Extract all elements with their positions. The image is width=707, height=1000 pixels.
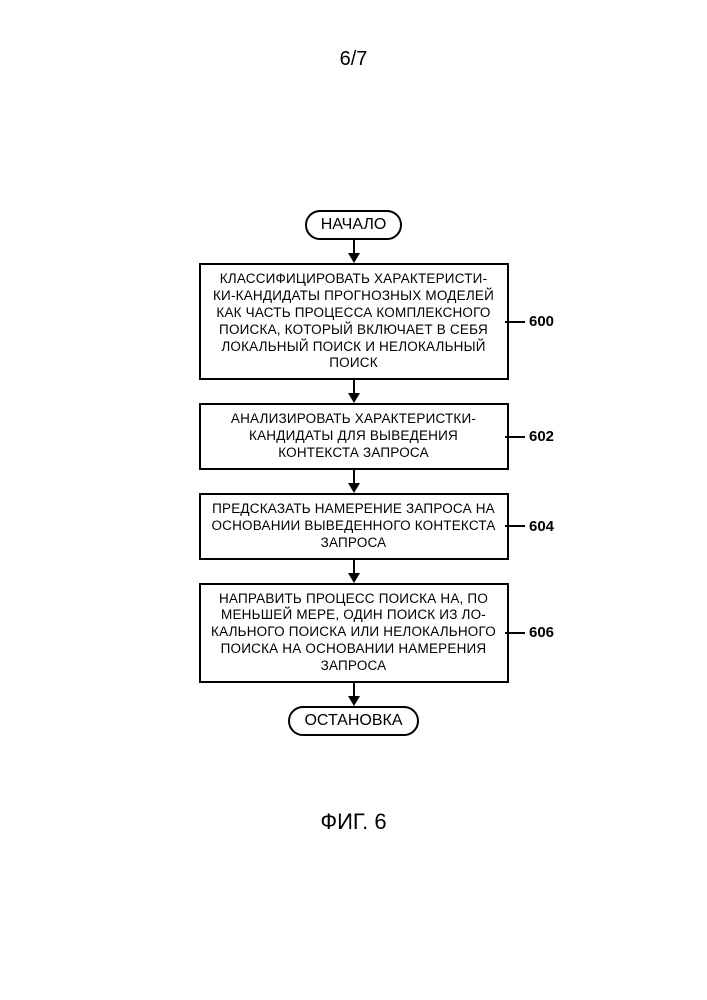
start-terminator: НАЧАЛО — [305, 210, 403, 240]
process-box-602: АНАЛИЗИРОВАТЬ ХАРАКТЕРИСТКИ-КАНДИДАТЫ ДЛ… — [199, 403, 509, 470]
process-row-600: КЛАССИФИЦИРОВАТЬ ХАРАКТЕРИСТИ-КИ-КАНДИДА… — [0, 263, 707, 380]
stop-terminator: ОСТАНОВКА — [288, 706, 418, 736]
page: 6/7 НАЧАЛО КЛАССИФИЦИРОВАТЬ ХАРАКТЕРИСТИ… — [0, 0, 707, 1000]
arrow-icon — [348, 380, 360, 403]
process-box-604: ПРЕДСКАЗАТЬ НАМЕРЕНИЕ ЗАПРОСА НА ОСНОВАН… — [199, 493, 509, 560]
ref-label-600: 600 — [529, 313, 554, 330]
process-row-606: НАПРАВИТЬ ПРОЦЕСС ПОИСКА НА, ПО МЕНЬШЕЙ … — [0, 583, 707, 683]
process-row-604: ПРЕДСКАЗАТЬ НАМЕРЕНИЕ ЗАПРОСА НА ОСНОВАН… — [0, 493, 707, 560]
process-box-606: НАПРАВИТЬ ПРОЦЕСС ПОИСКА НА, ПО МЕНЬШЕЙ … — [199, 583, 509, 683]
process-box-600: КЛАССИФИЦИРОВАТЬ ХАРАКТЕРИСТИ-КИ-КАНДИДА… — [199, 263, 509, 380]
page-number: 6/7 — [0, 48, 707, 71]
ref-label-604: 604 — [529, 518, 554, 535]
arrow-icon — [348, 240, 360, 263]
figure-caption: ФИГ. 6 — [0, 809, 707, 835]
process-row-602: АНАЛИЗИРОВАТЬ ХАРАКТЕРИСТКИ-КАНДИДАТЫ ДЛ… — [0, 403, 707, 470]
flowchart: НАЧАЛО КЛАССИФИЦИРОВАТЬ ХАРАКТЕРИСТИ-КИ-… — [0, 210, 707, 736]
ref-label-602: 602 — [529, 428, 554, 445]
arrow-icon — [348, 560, 360, 583]
arrow-icon — [348, 470, 360, 493]
ref-label-606: 606 — [529, 624, 554, 641]
arrow-icon — [348, 683, 360, 706]
